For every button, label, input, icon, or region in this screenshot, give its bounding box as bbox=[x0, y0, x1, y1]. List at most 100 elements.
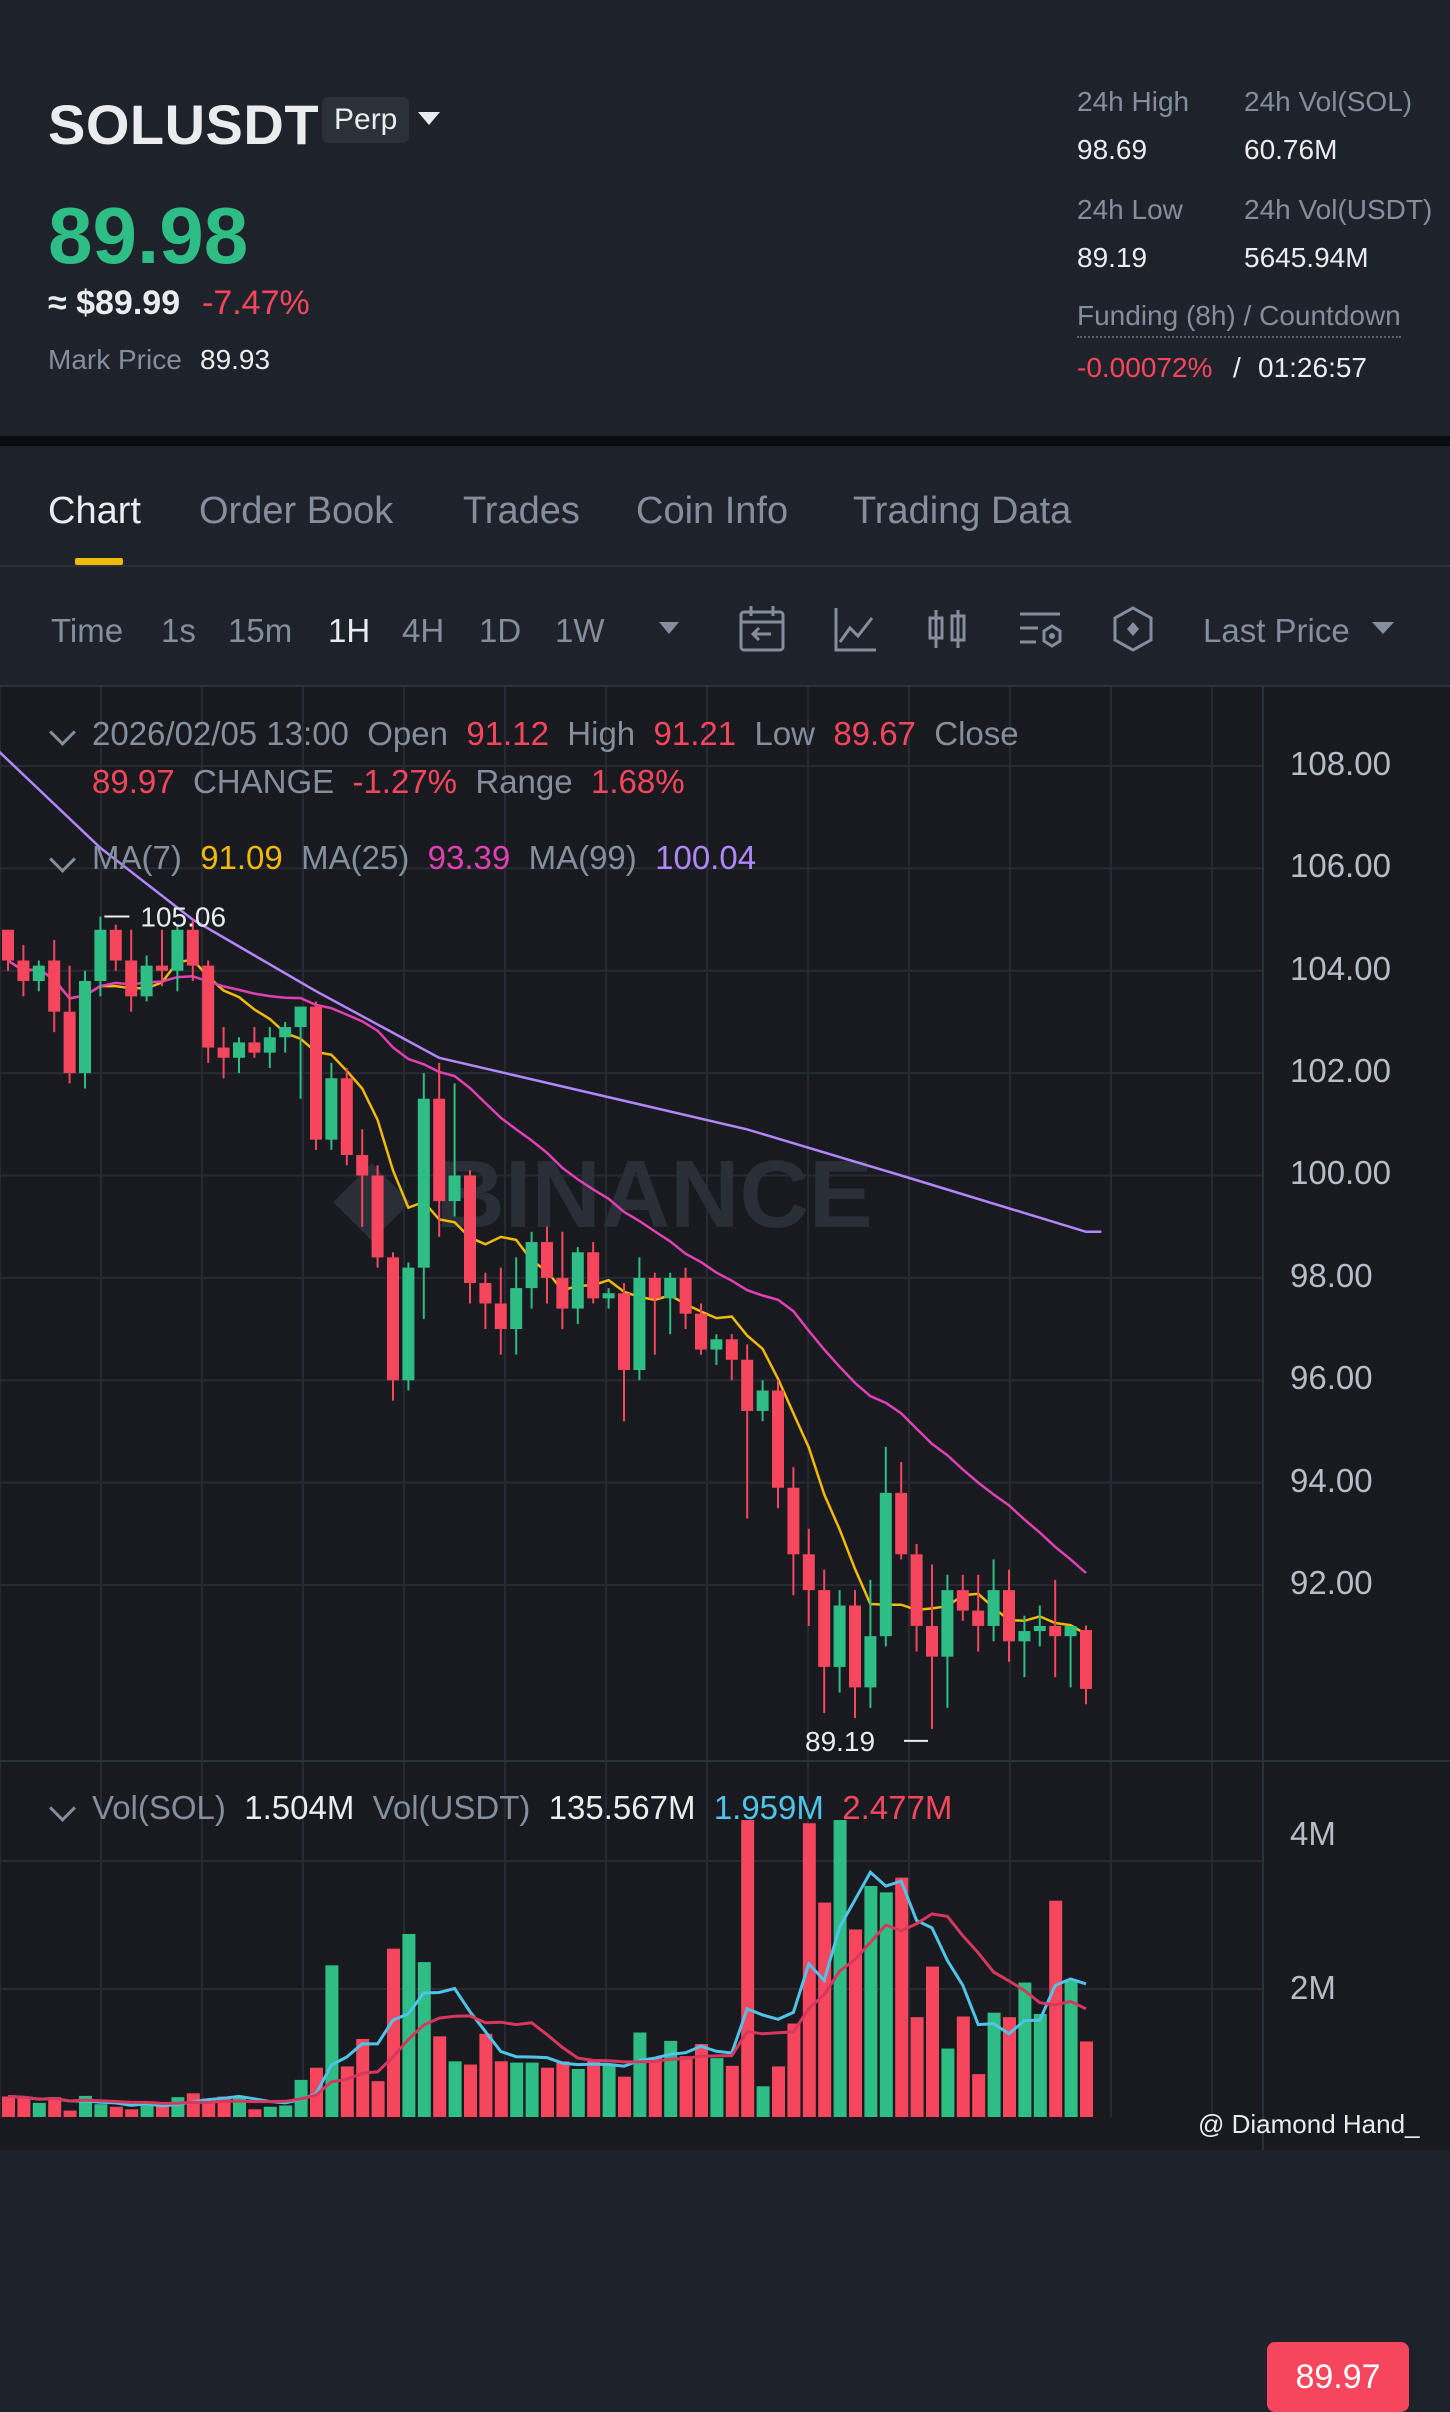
display-settings-icon[interactable] bbox=[1016, 600, 1066, 658]
drawing-tools-icon[interactable] bbox=[1109, 600, 1159, 658]
candle-down bbox=[63, 1011, 76, 1074]
low-24h-value: 89.19 bbox=[1077, 242, 1148, 273]
volume-bar-down bbox=[356, 2038, 370, 2117]
candle-down bbox=[1080, 1630, 1092, 1689]
volume-bar-up bbox=[602, 2063, 616, 2117]
contract-type-badge[interactable]: Perp bbox=[322, 97, 410, 143]
candle-up bbox=[448, 1175, 461, 1202]
vol-usdt-24h-value: 5645.94M bbox=[1244, 242, 1369, 273]
timeframe-1d[interactable]: 1D bbox=[479, 612, 522, 649]
candle-up bbox=[879, 1492, 892, 1637]
candle-up bbox=[294, 1006, 307, 1028]
calendar-icon[interactable] bbox=[737, 600, 787, 658]
candle-up bbox=[1018, 1631, 1031, 1642]
candle-up bbox=[32, 965, 45, 981]
volume-bar-up bbox=[864, 1885, 878, 2117]
volume-bar-down bbox=[895, 1877, 909, 2117]
candle-down bbox=[2, 929, 14, 961]
volume-bar-down bbox=[695, 2044, 708, 2117]
volume-bar-down bbox=[956, 2016, 970, 2117]
timeframe-1s[interactable]: 1s bbox=[161, 612, 196, 649]
candle-down bbox=[310, 1006, 322, 1140]
volume-bar-up bbox=[325, 1965, 339, 2117]
chart-area[interactable]: ◆ BINANCE 105.06 89.19 2026/02/05 13:00 O… bbox=[0, 687, 1450, 2412]
candle-down bbox=[156, 965, 168, 971]
volume-bar-up bbox=[710, 2058, 724, 2117]
volume-bar-down bbox=[156, 2106, 169, 2117]
tab-order-book[interactable]: Order Book bbox=[199, 490, 394, 532]
change-percent: -7.47% bbox=[202, 284, 310, 322]
timeframe-15m[interactable]: 15m bbox=[228, 612, 293, 649]
volume-bar-up bbox=[756, 2086, 770, 2117]
volume-bar-down bbox=[464, 2064, 477, 2117]
candle-down bbox=[356, 1155, 369, 1176]
vol-sol-label: Vol(SOL) bbox=[92, 1789, 226, 1826]
indicator-icon[interactable] bbox=[830, 600, 880, 658]
candle-up bbox=[279, 1027, 292, 1038]
volume-bar-down bbox=[725, 2065, 739, 2117]
close-value: 89.97 bbox=[92, 763, 175, 800]
volume-bar-down bbox=[340, 2066, 354, 2117]
tab-trades[interactable]: Trades bbox=[463, 490, 580, 532]
funding-separator: / bbox=[1233, 352, 1241, 383]
ma25-value: 93.39 bbox=[427, 839, 511, 876]
volume-bar-down bbox=[926, 1966, 939, 2117]
candle-up bbox=[417, 1098, 430, 1268]
volume-bar-up bbox=[417, 1962, 431, 2117]
close-label: Close bbox=[934, 715, 1019, 752]
candle-down bbox=[494, 1303, 507, 1330]
volume-bar-up bbox=[279, 2105, 293, 2117]
price-type-select[interactable]: Last Price bbox=[1203, 612, 1350, 649]
timeframe-4h[interactable]: 4H bbox=[402, 612, 445, 649]
volume-bar-down bbox=[741, 1820, 755, 2117]
tab-chart[interactable]: Chart bbox=[48, 490, 141, 532]
author-watermark: @ Diamond Hand_ bbox=[1198, 2109, 1420, 2139]
candle-up bbox=[233, 1042, 245, 1058]
candle-down bbox=[587, 1252, 600, 1299]
volume-bar-up bbox=[633, 2032, 647, 2117]
candle-down bbox=[479, 1282, 492, 1304]
volume-bar-down bbox=[818, 1902, 832, 2117]
candle-down bbox=[802, 1554, 815, 1591]
candle-down bbox=[725, 1339, 738, 1360]
symbol-title[interactable]: SOLUSDT bbox=[48, 93, 320, 156]
mark-price-value: 89.93 bbox=[200, 344, 271, 375]
timeframe-time[interactable]: Time bbox=[51, 612, 124, 649]
volume-bar-up bbox=[32, 2102, 46, 2117]
volume-bar-down bbox=[1049, 1900, 1063, 2117]
timeframe-more-icon[interactable] bbox=[659, 622, 679, 634]
tab-trading-data[interactable]: Trading Data bbox=[853, 490, 1072, 532]
volume-bar-down bbox=[125, 2109, 139, 2117]
price-axis-label: 92.00 bbox=[1290, 1564, 1373, 1601]
range-label: Range bbox=[475, 763, 573, 800]
volume-bar-down bbox=[587, 2060, 601, 2117]
candle-down bbox=[818, 1590, 831, 1667]
volume-bar-down bbox=[972, 2074, 986, 2117]
current-price-tag: 89.97 bbox=[1267, 2342, 1409, 2412]
tab-coin-info[interactable]: Coin Info bbox=[636, 490, 789, 532]
volume-bar-down bbox=[772, 2066, 785, 2117]
funding-countdown: 01:26:57 bbox=[1258, 352, 1367, 383]
funding-label[interactable]: Funding (8h) / Countdown bbox=[1077, 300, 1401, 338]
timeframe-1w[interactable]: 1W bbox=[555, 612, 605, 649]
ma25-line bbox=[7, 959, 1087, 1574]
candle-down bbox=[202, 965, 215, 1048]
symbol-dropdown-icon[interactable] bbox=[418, 112, 440, 125]
volume-bar-up bbox=[1033, 2013, 1047, 2117]
candle-up bbox=[571, 1252, 584, 1309]
price-axis-label: 108.00 bbox=[1290, 745, 1391, 782]
candle-down bbox=[895, 1492, 908, 1555]
volume-bar-up bbox=[94, 2104, 108, 2117]
candle-up bbox=[864, 1636, 877, 1688]
candle-up bbox=[602, 1293, 615, 1299]
candle-down bbox=[648, 1277, 661, 1299]
volume-bar-down bbox=[387, 1948, 400, 2117]
price-type-dropdown-icon[interactable] bbox=[1372, 622, 1394, 634]
timeframe-1h[interactable]: 1H bbox=[328, 612, 371, 649]
vol-ma-b-value: 2.477M bbox=[842, 1789, 953, 1826]
candle-settings-icon[interactable] bbox=[922, 600, 972, 658]
volume-bar-down bbox=[109, 2106, 123, 2117]
header-divider bbox=[0, 436, 1450, 446]
candle-up bbox=[510, 1288, 523, 1330]
